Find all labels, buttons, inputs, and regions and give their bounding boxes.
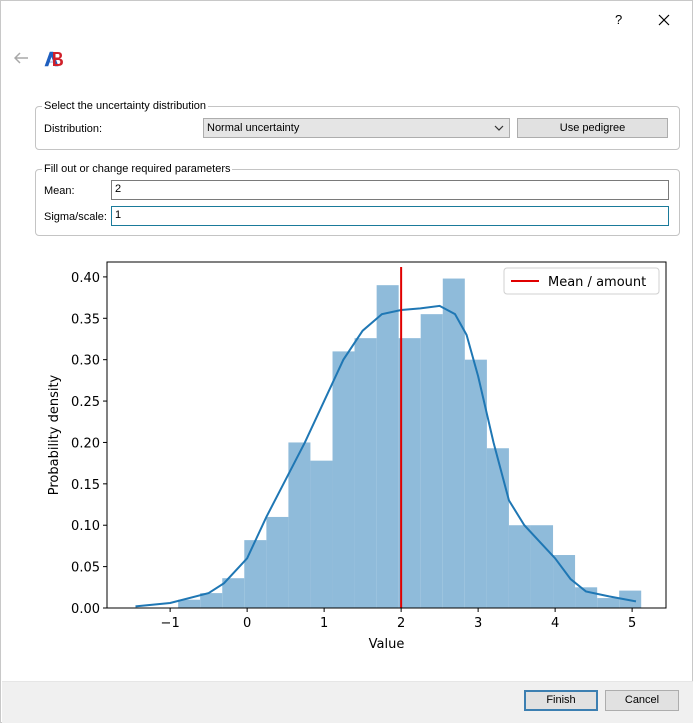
histogram-bar: [508, 525, 531, 608]
field-label: Distribution:: [44, 123, 103, 135]
histogram-bar: [266, 516, 289, 608]
group-title: Select the uncertainty distribution: [42, 100, 209, 113]
y-tick-label: 0.00: [71, 602, 100, 617]
parameters-group: Fill out or change required parameters M…: [35, 163, 680, 236]
histogram-bar: [486, 448, 509, 608]
distribution-combo[interactable]: Normal uncertainty: [203, 118, 510, 138]
field-label: Mean:: [44, 185, 75, 197]
x-tick-label: 2: [397, 616, 405, 631]
histogram-bar: [553, 555, 576, 608]
histogram-bar: [442, 278, 465, 608]
histogram-bar: [464, 359, 487, 608]
histogram-bar: [420, 314, 443, 608]
help-button[interactable]: ?: [615, 12, 623, 27]
legend-box: [503, 267, 660, 295]
x-tick-label: 3: [474, 616, 482, 631]
histogram-bar: [398, 338, 421, 608]
legend-label: Mean / amount: [548, 275, 646, 290]
histogram-bar: [376, 285, 399, 608]
x-axis-label: Value: [369, 637, 405, 652]
pedigree-button[interactable]: Use pedigree: [517, 118, 668, 138]
histogram-bar: [332, 351, 355, 608]
app-logo: [44, 51, 63, 67]
x-tick-label: 5: [628, 616, 636, 631]
histogram-bar: [288, 442, 311, 608]
combo-value: Normal uncertainty: [207, 122, 300, 134]
x-tick-label: −1: [161, 616, 180, 631]
y-axis-label: Probability density: [47, 374, 62, 495]
histogram-bar: [200, 593, 223, 608]
histogram-bar: [530, 525, 554, 608]
cancel-button[interactable]: Cancel: [605, 690, 679, 711]
back-button[interactable]: [14, 52, 30, 64]
group-title: Fill out or change required parameters: [42, 163, 233, 176]
close-button[interactable]: [657, 13, 671, 27]
y-tick-label: 0.05: [71, 561, 100, 576]
histogram-bar: [310, 460, 333, 608]
histogram-bar: [597, 598, 620, 608]
finish-button[interactable]: Finish: [524, 690, 598, 711]
y-tick-label: 0.20: [71, 436, 100, 451]
y-tick-label: 0.25: [71, 395, 100, 410]
y-tick-label: 0.30: [71, 354, 100, 369]
y-tick-label: 0.15: [71, 478, 100, 493]
plot-frame: [106, 261, 667, 609]
chart: −1 0 1 2 3 4 5 0.00 0.05 0.10 0.15 0.20 0.25 0.30 0.35…: [47, 261, 667, 652]
histogram-bar: [222, 578, 245, 608]
y-tick-label: 0.35: [71, 312, 100, 327]
histogram-bar: [178, 599, 201, 608]
histogram-bar: [244, 540, 267, 608]
y-tick-label: 0.10: [71, 519, 100, 534]
kde-line: [135, 304, 637, 608]
x-tick-label: 0: [243, 616, 251, 631]
x-tick-label: 1: [320, 616, 328, 631]
field-label: Sigma/scale:: [44, 211, 107, 223]
y-tick-label: 0.40: [71, 271, 100, 286]
x-tick-label: 4: [551, 616, 559, 631]
combo-arrow: [494, 125, 504, 131]
button-bar: Finish Cancel: [2, 681, 693, 723]
histogram-bar: [354, 338, 377, 608]
distribution-group: Select the uncertainty distribution Dist…: [35, 100, 680, 150]
sigma-input[interactable]: 1: [111, 206, 669, 226]
mean-input[interactable]: 2: [111, 180, 669, 200]
